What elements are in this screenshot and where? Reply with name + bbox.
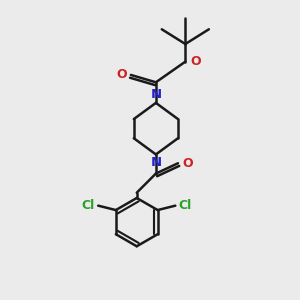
- Text: N: N: [150, 88, 161, 101]
- Text: Cl: Cl: [179, 199, 192, 212]
- Text: N: N: [150, 156, 161, 169]
- Text: O: O: [117, 68, 127, 81]
- Text: Cl: Cl: [81, 199, 94, 212]
- Text: O: O: [182, 157, 193, 170]
- Text: O: O: [190, 55, 201, 68]
